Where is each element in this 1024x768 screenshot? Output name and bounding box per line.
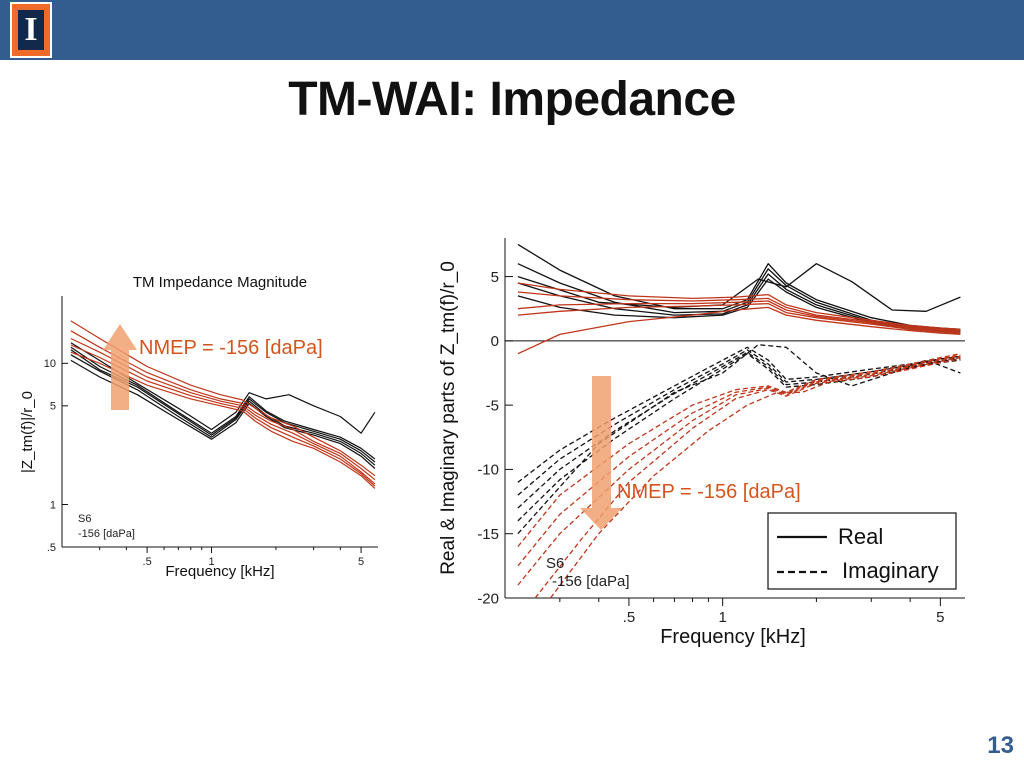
chart2-down-arrow <box>580 376 622 530</box>
y-tick-label: 10 <box>44 358 56 370</box>
series-line <box>70 320 376 477</box>
y-tick-label: -5 <box>486 397 499 414</box>
chart1-title: TM Impedance Magnitude <box>133 274 307 291</box>
real-imaginary-chart: .5 1 5 5 0 -5 -10 -15 -20 Frequency [kHz] Real &… <box>438 238 965 648</box>
series-line <box>70 346 376 460</box>
series-line <box>70 349 376 463</box>
legend-box <box>767 512 957 590</box>
series-line <box>549 358 961 599</box>
y-tick-label: -20 <box>477 590 499 607</box>
legend-real-label: Real <box>838 524 883 549</box>
series-line <box>517 243 961 330</box>
chart1-annotation: NMEP = -156 [daPa] <box>139 337 323 359</box>
x-tick-label: 5 <box>358 556 364 568</box>
legend-imaginary-label: Imaginary <box>842 558 939 583</box>
chart1-axes <box>61 296 378 548</box>
chart2-series <box>517 243 961 599</box>
logo-letter: I <box>18 10 44 50</box>
magnitude-chart: TM Impedance Magnitude .5 1 5 .5 1 5 10 Freque… <box>19 274 378 580</box>
series-line <box>517 349 961 496</box>
y-tick-label: 0 <box>491 333 499 350</box>
series-line <box>517 263 961 312</box>
y-tick-label: 1 <box>50 499 56 511</box>
chart2-corner-line1: S6 <box>546 555 564 572</box>
series-line <box>517 291 961 332</box>
university-logo: I <box>10 2 52 58</box>
x-tick-label: .5 <box>143 556 152 568</box>
chart2-ylabel: Real & Imaginary parts of Z_tm(f)/r_0 <box>438 261 459 575</box>
chart2-legend: Real Imaginary <box>767 512 957 590</box>
series-line <box>517 353 961 548</box>
chart1-ticks: .5 1 5 .5 1 5 10 <box>44 358 364 568</box>
series-line <box>517 344 961 535</box>
chart1-ylabel: |Z_tm(f)|/r_0 <box>19 391 36 473</box>
x-tick-label: 5 <box>936 609 944 626</box>
chart2-corner-line2: -156 [daPa] <box>552 573 630 590</box>
series-line <box>517 300 961 333</box>
chart2-axes <box>504 238 965 599</box>
series-line <box>70 359 376 469</box>
slide-number: 13 <box>987 732 1014 759</box>
chart1-corner-line1: S6 <box>78 513 91 525</box>
series-line <box>70 354 376 466</box>
top-banner: I <box>0 0 1024 60</box>
series-line <box>517 306 961 355</box>
chart1-xlabel: Frequency [kHz] <box>165 563 274 580</box>
series-line <box>70 337 376 485</box>
x-tick-label: 1 <box>718 609 726 626</box>
series-line <box>517 354 961 567</box>
series-line <box>517 282 961 330</box>
series-line <box>70 344 376 487</box>
y-tick-label: -15 <box>477 526 499 543</box>
series-line <box>70 342 376 434</box>
x-tick-label: .5 <box>623 609 636 626</box>
y-tick-label: .5 <box>47 542 56 554</box>
chart2-annotation: NMEP = -156 [daPa] <box>617 481 801 503</box>
series-line <box>517 351 961 509</box>
series-line <box>70 330 376 481</box>
y-tick-label: 5 <box>50 401 56 413</box>
series-line <box>534 356 961 599</box>
chart2-xlabel: Frequency [kHz] <box>660 626 806 648</box>
y-tick-label: 5 <box>491 269 499 286</box>
x-tick-label: 1 <box>208 556 214 568</box>
chart1-series <box>70 320 376 489</box>
series-line <box>517 355 961 586</box>
chart2-ticks: .5 1 5 5 0 -5 -10 -15 -20 <box>477 269 944 626</box>
series-line <box>517 302 961 334</box>
chart1-corner-line2: -156 [daPa] <box>78 528 135 540</box>
slide-title: TM-WAI: Impedance <box>288 73 736 126</box>
chart1-up-arrow <box>103 324 137 410</box>
series-line <box>70 351 376 489</box>
y-tick-label: -10 <box>477 462 499 479</box>
